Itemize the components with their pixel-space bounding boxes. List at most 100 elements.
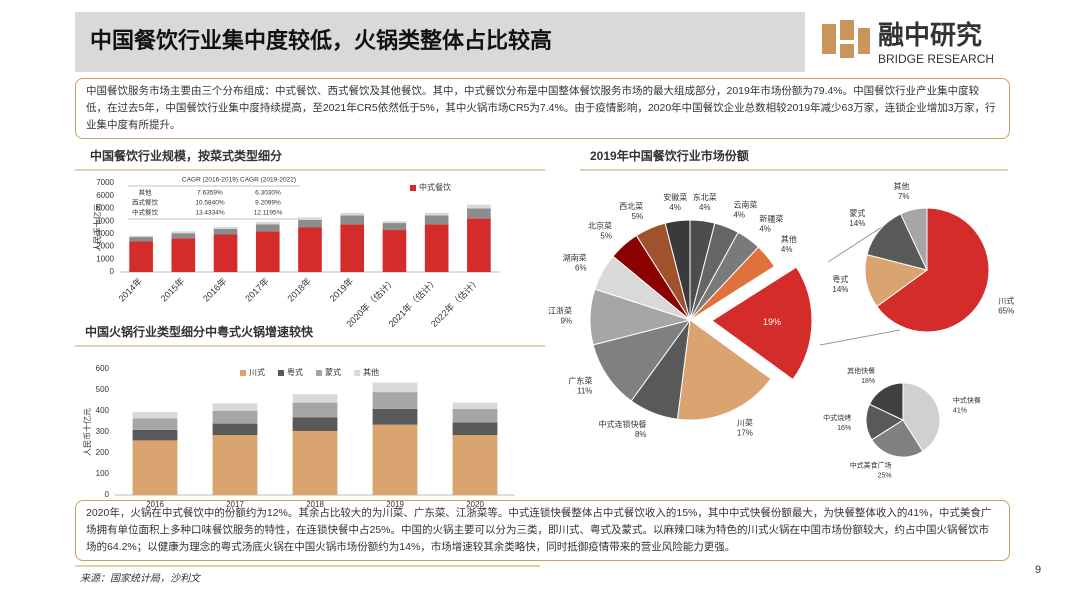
slice-label: 其他 (781, 234, 797, 244)
table-header: CAGR (2016-2019) (182, 177, 238, 184)
section-title: 2019年中国餐饮行业市场份额 (590, 148, 749, 163)
table-cell: 10.5840% (195, 200, 224, 207)
bar-segment (382, 223, 407, 231)
slice-label: 蒙式 (849, 208, 865, 218)
y-axis-label: 人民币十亿元 (82, 408, 92, 456)
slice-label: 其他快餐 (847, 366, 875, 375)
y-tick-label: 1000 (96, 254, 114, 263)
pie-slice (876, 207, 990, 333)
legend-label: 其他 (363, 367, 379, 377)
bar-segment (132, 412, 178, 419)
pie-slice (864, 253, 929, 308)
slice-label: 北京菜 (588, 221, 612, 231)
bar-segment (255, 221, 280, 225)
intro-text: 中国餐饮服务市场主要由三个分布组成：中式餐饮、西式餐饮及其他餐饮。其中，中式餐饮… (75, 78, 1010, 139)
slice-label: 中式烧烤 (823, 413, 851, 422)
logo-en: BRIDGE RESEARCH (878, 52, 994, 66)
slice-value: 19% (763, 317, 781, 327)
pie-slice (711, 266, 813, 381)
x-tick-label: 2017年 (243, 275, 271, 303)
x-tick-label: 2014年 (116, 275, 144, 303)
bar-segment (132, 440, 178, 495)
logo-icon (822, 20, 870, 58)
slice-value: 4% (699, 203, 711, 212)
table-cell: 6.3030% (255, 190, 281, 197)
legend-swatch (240, 370, 246, 376)
bar-segment (213, 228, 238, 235)
bar-segment (292, 417, 338, 431)
pie-slice (868, 382, 904, 421)
slice-label: 云南菜 (733, 199, 757, 209)
bar-segment (212, 403, 258, 411)
x-tick-label: 2017 (226, 500, 244, 509)
bar-segment (452, 402, 498, 409)
bar-segment (132, 418, 178, 430)
bar-segment (467, 204, 491, 209)
pie-slice (689, 246, 776, 321)
page-number: 9 (1035, 564, 1041, 576)
y-tick-label: 400 (96, 406, 110, 415)
slice-label: 中式快餐 (953, 395, 981, 404)
bar-segment (467, 208, 491, 219)
pie-slice (676, 319, 772, 421)
slice-label: 江浙菜 (548, 305, 572, 315)
bar-segment (372, 382, 418, 393)
y-tick-label: 0 (105, 490, 110, 499)
pie-slice (664, 219, 691, 321)
legend-label: 川式 (249, 367, 265, 377)
slice-value: 5% (632, 212, 644, 221)
bar-segment (171, 233, 196, 239)
y-tick-label: 600 (96, 364, 110, 373)
legend-swatch (354, 370, 360, 376)
slice-value: 7% (898, 192, 910, 201)
slice-label: 其他 (894, 181, 910, 191)
pie-slice (592, 319, 692, 402)
y-tick-label: 5000 (96, 204, 114, 213)
table-cell: 其他 (139, 188, 153, 197)
bar-segment (292, 430, 338, 495)
bar-segment (424, 215, 449, 225)
slice-value: 4% (759, 225, 771, 234)
slice-label: 中式美食广场 (850, 461, 892, 470)
table-cell: 9.2099% (255, 200, 281, 207)
x-tick-label: 2018 (306, 500, 324, 509)
bar-segment (132, 429, 178, 441)
footer-note: 2020年，火锅在中式餐饮中的份额约为12%。其余占比较大的为川菜、广东菜、江浙… (75, 500, 1010, 561)
bar-segment (372, 408, 418, 425)
pie-slice (866, 213, 928, 271)
legend-swatch (410, 185, 416, 191)
slice-label: 广东菜 (568, 375, 592, 385)
logo-cn: 融中研究 (878, 20, 982, 50)
bar-segment (382, 230, 407, 272)
slice-value: 65% (998, 306, 1014, 315)
slice-value: 17% (737, 428, 753, 437)
bar-segment (298, 227, 322, 272)
slice-value: 16% (837, 425, 851, 432)
y-tick-label: 4000 (96, 216, 114, 225)
legend-label: 中式餐饮 (419, 182, 451, 192)
section-title: 中国火锅行业类型细分中粤式火锅增速较快 (85, 324, 314, 339)
bar-segment (452, 435, 498, 495)
slice-value: 4% (669, 203, 681, 212)
bar-segment (452, 408, 498, 423)
y-tick-label: 7000 (96, 178, 114, 187)
pie-slice (899, 207, 928, 271)
bar-segment (129, 241, 153, 272)
slice-value: 14% (832, 285, 848, 294)
table-header: CAGR (2019-2022) (240, 177, 296, 184)
slice-label: 东北菜 (693, 192, 717, 202)
slice-value: 9% (560, 316, 572, 325)
slice-value: 14% (849, 219, 865, 228)
y-tick-label: 300 (96, 427, 110, 436)
slice-label: 安徽菜 (663, 192, 687, 202)
bar-segment (467, 218, 491, 272)
slice-value: 25% (878, 473, 892, 480)
slice-value: 5% (600, 232, 612, 241)
y-tick-label: 0 (110, 267, 115, 276)
bar-segment (212, 411, 258, 424)
bar-segment (452, 422, 498, 436)
slice-label: 川菜 (737, 417, 753, 427)
x-tick-label: 2020 (466, 500, 484, 509)
